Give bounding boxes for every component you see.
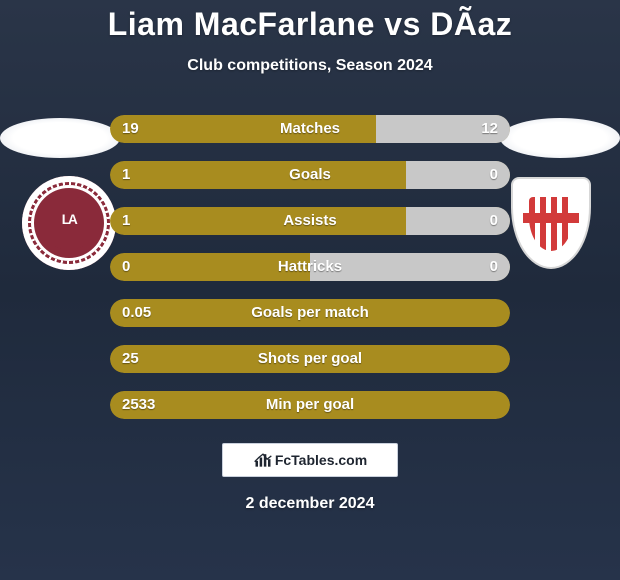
- stat-value-right: 0: [490, 207, 498, 235]
- stat-value-right: 12: [481, 115, 498, 143]
- stat-row: 0Hattricks0: [110, 253, 510, 281]
- stat-label: Assists: [110, 207, 510, 235]
- stat-value-right: 0: [490, 253, 498, 281]
- stat-row: 25Shots per goal: [110, 345, 510, 373]
- chart-icon: [253, 450, 273, 470]
- stat-label: Min per goal: [110, 391, 510, 419]
- player-avatar-right: [500, 118, 620, 158]
- stats-rows: 19Matches121Goals01Assists00Hattricks00.…: [0, 115, 620, 419]
- stat-label: Shots per goal: [110, 345, 510, 373]
- brand-text: FcTables.com: [275, 452, 367, 468]
- stat-label: Matches: [110, 115, 510, 143]
- player-avatar-left: [0, 118, 120, 158]
- club-badge-right: [504, 176, 598, 270]
- page-title: Liam MacFarlane vs DÃ­az: [108, 6, 513, 43]
- comparison-card: Liam MacFarlane vs DÃ­az Club competitio…: [0, 0, 620, 580]
- stat-row: 2533Min per goal: [110, 391, 510, 419]
- stat-label: Hattricks: [110, 253, 510, 281]
- stat-row: 1Goals0: [110, 161, 510, 189]
- club-badge-left: ᴸᴬ: [22, 176, 116, 270]
- stat-value-right: 0: [490, 161, 498, 189]
- stat-row: 19Matches12: [110, 115, 510, 143]
- stat-label: Goals: [110, 161, 510, 189]
- page-subtitle: Club competitions, Season 2024: [187, 57, 432, 75]
- brand-badge: FcTables.com: [222, 443, 398, 477]
- stat-row: 0.05Goals per match: [110, 299, 510, 327]
- stat-label: Goals per match: [110, 299, 510, 327]
- footer-date: 2 december 2024: [246, 495, 375, 513]
- stat-row: 1Assists0: [110, 207, 510, 235]
